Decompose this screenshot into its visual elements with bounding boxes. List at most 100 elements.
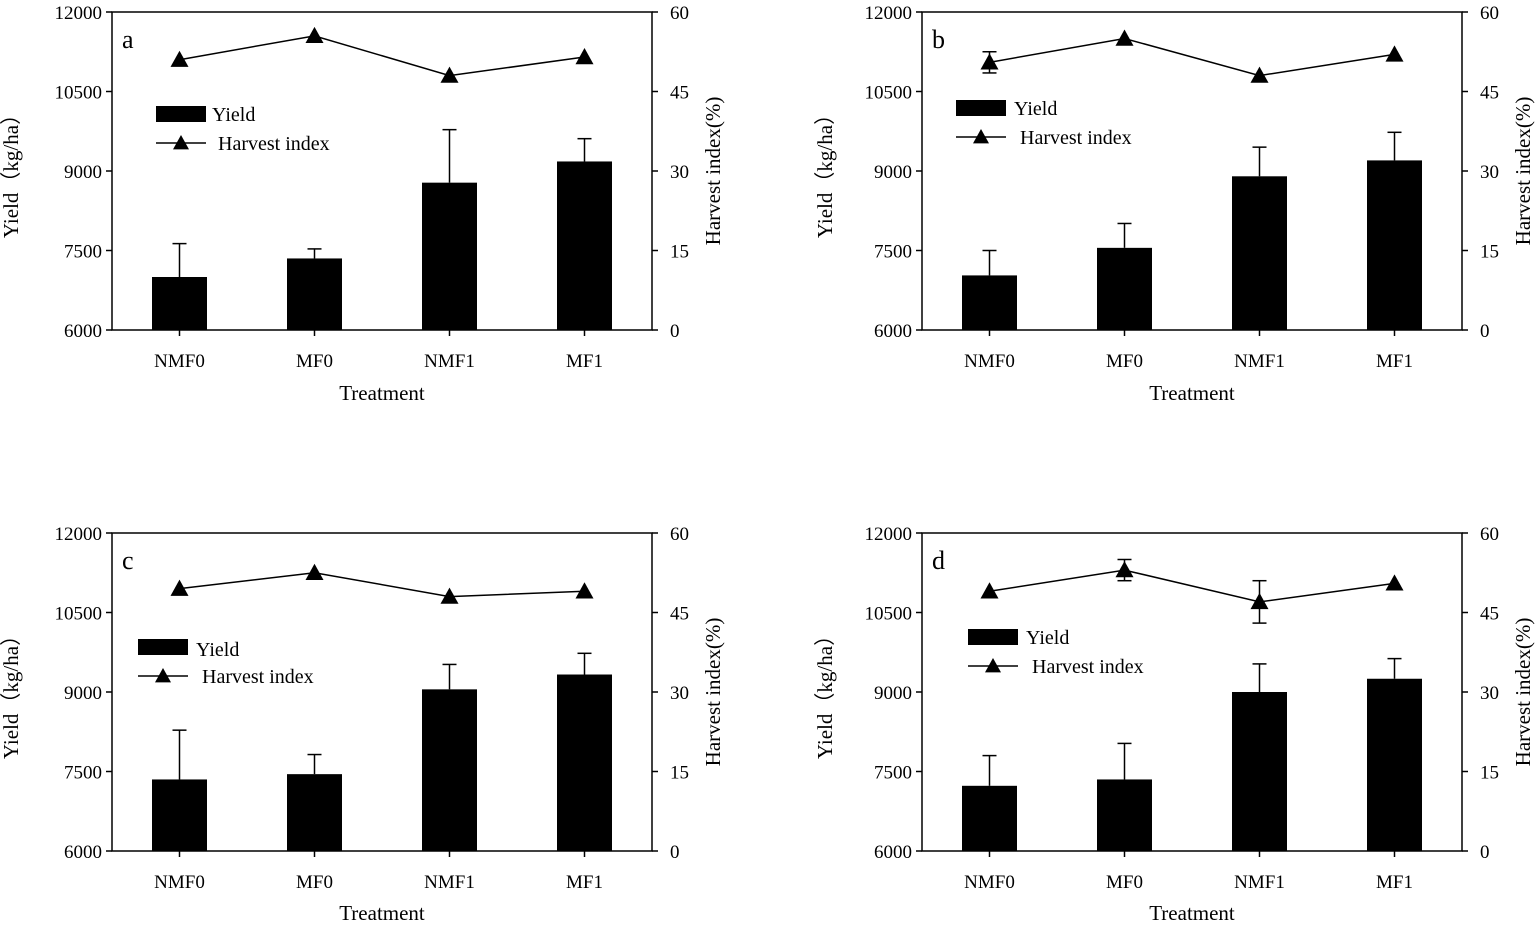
y-tick-label: 10500: [865, 604, 913, 625]
yield-bar: [1097, 247, 1152, 330]
y2-tick-label: 45: [670, 83, 689, 104]
panel-letter: c: [122, 546, 134, 575]
y-tick-label: 9000: [874, 162, 912, 183]
x-tick-label: MF1: [566, 351, 603, 372]
x-tick-label: NMF1: [1234, 351, 1285, 372]
x-tick-label: MF0: [296, 351, 333, 372]
legend-hi-label: Harvest index: [202, 666, 314, 688]
y-axis-title: Yield（kg/ha）: [813, 104, 837, 238]
x-tick-label: NMF0: [964, 872, 1015, 893]
x-axis-title: Treatment: [339, 381, 425, 405]
x-tick-label: MF0: [1106, 351, 1143, 372]
x-tick-label: MF1: [1376, 872, 1413, 893]
y2-axis-title: Harvest index(%): [701, 618, 725, 767]
yield-bar: [557, 674, 612, 851]
harvest-index-marker: [980, 53, 999, 70]
harvest-index-marker: [305, 26, 324, 44]
y-tick-label: 7500: [874, 763, 912, 784]
y2-tick-label: 0: [1480, 842, 1490, 863]
yield-bar: [152, 277, 207, 330]
legend: Yield Harvest index: [968, 627, 1144, 678]
legend-hi-label: Harvest index: [1032, 656, 1144, 678]
y2-tick-label: 60: [1480, 524, 1499, 545]
yield-bar: [1232, 692, 1287, 851]
legend-yield-label: Yield: [212, 104, 255, 126]
harvest-index-line: [989, 37, 1395, 77]
x-axis-title: Treatment: [1149, 901, 1235, 925]
x-tick-label: NMF0: [154, 872, 205, 893]
yield-bar: [557, 161, 612, 330]
y2-tick-label: 30: [670, 683, 689, 704]
x-tick-label: MF1: [1376, 351, 1413, 372]
harvest-index-line: [179, 571, 585, 598]
y2-tick-label: 30: [1480, 683, 1499, 704]
harvest-index-marker: [1250, 592, 1269, 610]
x-tick-label: NMF0: [964, 351, 1015, 372]
legend-yield-label: Yield: [1014, 98, 1057, 120]
yield-bar: [1367, 160, 1422, 330]
panel-d: 6000 7500 9000 10500 12000 0 15 30 45 60 NMF0 MF0 NM…: [813, 524, 1535, 925]
harvest-index-marker: [1250, 66, 1269, 83]
harvest-index-marker: [1385, 45, 1404, 62]
yield-bar: [1367, 678, 1422, 851]
y2-tick-label: 30: [1480, 162, 1499, 183]
legend-hi-marker: [155, 668, 171, 683]
harvest-index-line: [989, 569, 1395, 603]
y-tick-label: 7500: [64, 763, 102, 784]
x-axis-title: Treatment: [1149, 381, 1235, 405]
yield-bar: [962, 275, 1017, 330]
harvest-index-marker: [440, 66, 459, 83]
y-tick-label: 9000: [874, 683, 912, 704]
y-tick-label: 7500: [64, 242, 102, 263]
legend: Yield Harvest index: [956, 98, 1132, 149]
y-tick-label: 12000: [865, 524, 913, 545]
yield-bar: [422, 689, 477, 851]
yield-bar: [962, 785, 1017, 851]
legend: Yield Harvest index: [156, 104, 330, 155]
y-tick-label: 6000: [874, 842, 912, 863]
x-axis-title: Treatment: [339, 901, 425, 925]
panel-letter: a: [122, 25, 134, 54]
legend-hi-marker: [985, 658, 1001, 673]
y2-axis-title: Harvest index(%): [1511, 618, 1535, 767]
y-tick-label: 9000: [64, 683, 102, 704]
y-tick-label: 10500: [55, 83, 103, 104]
y2-tick-label: 60: [670, 524, 689, 545]
y2-tick-label: 60: [1480, 3, 1499, 24]
legend: Yield Harvest index: [138, 639, 314, 688]
y2-tick-label: 30: [670, 162, 689, 183]
x-tick-label: MF1: [566, 872, 603, 893]
yield-bar: [287, 258, 342, 330]
legend-yield-label: Yield: [196, 639, 239, 661]
x-tick-label: NMF1: [424, 872, 475, 893]
x-tick-label: MF0: [1106, 872, 1143, 893]
harvest-index-marker: [1385, 574, 1404, 591]
harvest-index-marker: [980, 582, 999, 599]
harvest-index-marker: [170, 50, 189, 67]
y-tick-label: 7500: [874, 242, 912, 263]
legend-hi-label: Harvest index: [218, 133, 330, 155]
harvest-index-marker: [575, 582, 594, 599]
legend-yield-swatch: [968, 629, 1018, 645]
legend-yield-swatch: [156, 106, 206, 122]
panel-c: 6000 7500 9000 10500 12000 0 15 30 45 60 NMF0 MF0 NM…: [0, 524, 725, 925]
harvest-index-marker: [1115, 29, 1134, 46]
legend-yield-swatch: [956, 100, 1006, 116]
yield-bar: [287, 774, 342, 851]
y-axis-title: Yield（kg/ha）: [0, 625, 23, 759]
y2-axis-title: Harvest index(%): [701, 97, 725, 246]
y2-axis-title: Harvest index(%): [1511, 97, 1535, 246]
y2-tick-label: 45: [1480, 604, 1499, 625]
yield-bar: [1097, 779, 1152, 851]
harvest-index-marker: [1115, 561, 1134, 578]
harvest-index-marker: [305, 563, 324, 580]
y-tick-label: 12000: [865, 3, 913, 24]
yield-bar: [1232, 176, 1287, 330]
y2-tick-label: 15: [670, 242, 689, 263]
panel-a: 6000 7500 9000 10500 12000 0 15 30 45 60 NMF0 MF0 NM…: [0, 3, 725, 405]
y-axis-title: Yield（kg/ha）: [813, 625, 837, 759]
legend-yield-swatch: [138, 639, 188, 655]
harvest-index-line: [179, 35, 585, 77]
harvest-index-marker: [440, 587, 459, 604]
yield-bar: [422, 182, 477, 330]
